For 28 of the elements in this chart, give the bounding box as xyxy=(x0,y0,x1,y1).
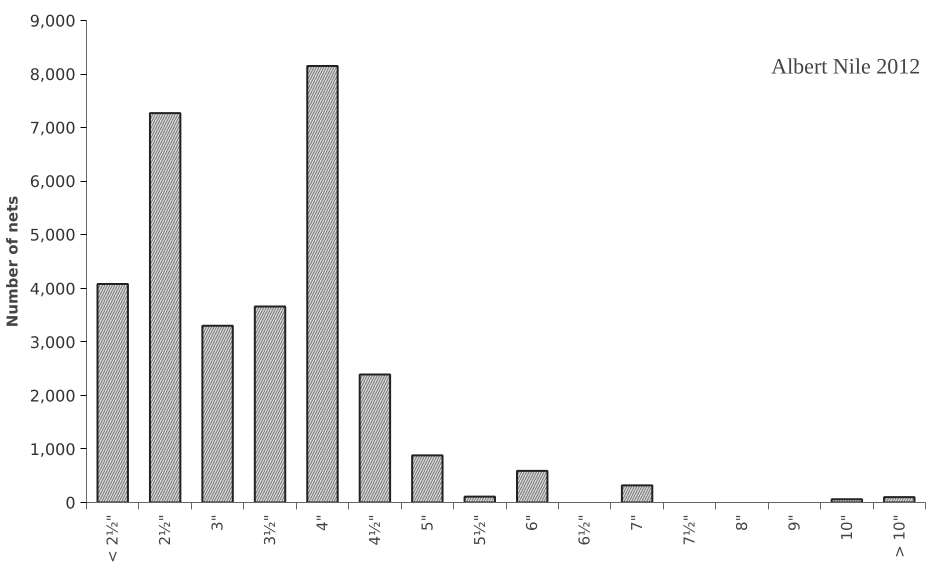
x-tick-label: 2½" xyxy=(156,514,174,546)
x-tick-label: 4½" xyxy=(366,514,384,546)
x-tick-label: 7½" xyxy=(680,514,699,546)
y-tick-label: 7,000 xyxy=(30,118,76,138)
x-tick-label: 6" xyxy=(523,514,542,531)
y-tick-label: 9,000 xyxy=(30,12,76,30)
y-tick-label: 6,000 xyxy=(30,172,76,192)
x-tick-label: 8" xyxy=(732,514,751,531)
y-axis-title: Number of nets xyxy=(4,196,22,328)
x-tick-label: 3" xyxy=(208,514,227,531)
x-tick-label: < 2½" xyxy=(104,514,122,563)
y-tick-label: 0 xyxy=(65,494,76,512)
y-tick-label: 1,000 xyxy=(30,440,76,459)
x-tick-label: 5" xyxy=(418,514,436,531)
y-tick-label: 2,000 xyxy=(30,386,76,406)
x-tick-label: 6½" xyxy=(576,514,594,546)
y-tick-label: 5,000 xyxy=(30,226,76,245)
y-tick-label: 8,000 xyxy=(30,65,76,84)
y-tick-label: 4,000 xyxy=(30,279,76,298)
x-tick-label: 10" xyxy=(838,514,856,540)
annotation: Albert Nile 2012 xyxy=(771,53,920,78)
y-tick-label: 3,000 xyxy=(30,332,76,352)
x-tick-label: 9" xyxy=(785,514,804,531)
x-tick-label: > 10" xyxy=(890,514,908,558)
x-tick-label: 7" xyxy=(628,514,646,531)
x-tick-label: 5½" xyxy=(470,514,489,546)
x-tick-label: 3½" xyxy=(261,514,280,546)
x-tick-label: 4" xyxy=(313,514,332,531)
